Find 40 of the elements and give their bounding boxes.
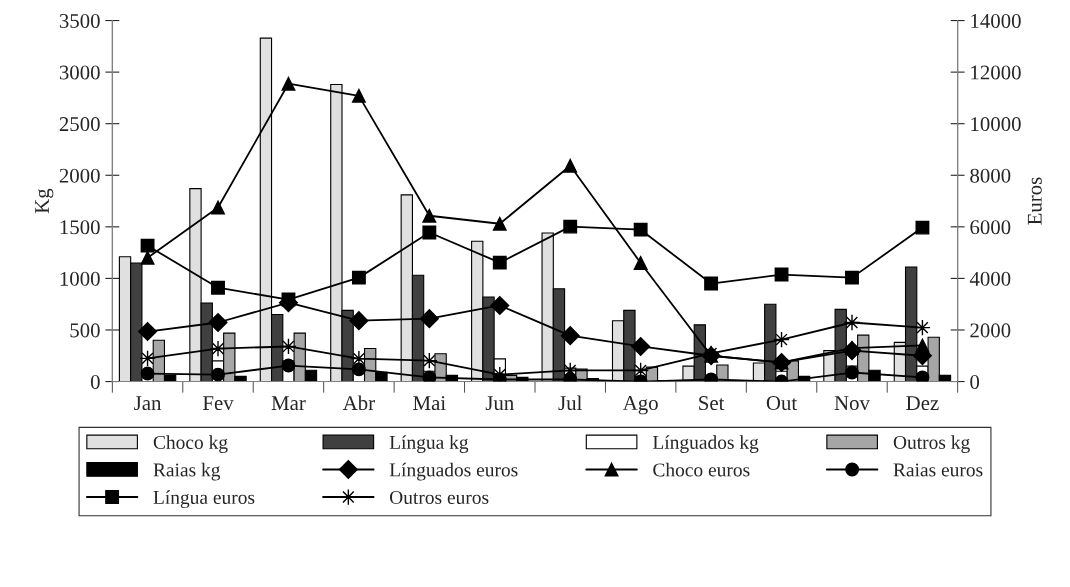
y2-tick-label: 0 [970, 374, 980, 389]
legend-label: Raias kg [153, 462, 221, 481]
x-tick-label: Mar [271, 396, 306, 411]
y2-tick-label: 10000 [971, 117, 1021, 132]
y2-tick-label: 8000 [970, 168, 1011, 183]
y2-tick-label: 12000 [971, 65, 1021, 80]
y-tick-label: 2000 [59, 168, 100, 183]
x-tick-label: Jan [134, 396, 162, 411]
y-tick-label: 3500 [59, 13, 100, 28]
y-tick-label: 0 [90, 374, 100, 389]
legend-label: Choco kg [153, 435, 228, 453]
y-axis-title: Kg [35, 188, 54, 214]
x-tick-label: Ago [622, 396, 658, 415]
x-tick-label: Abr [342, 395, 375, 411]
y-tick-label: 3000 [59, 65, 100, 80]
y-tick-label: 2500 [59, 117, 100, 132]
y2-axis-title: Euros [1027, 177, 1042, 225]
legend-label: Língua euros [153, 490, 255, 509]
y-tick-label: 1000 [60, 271, 100, 286]
y2-tick-label: 14000 [971, 13, 1021, 28]
legend-label: Línguados euros [389, 462, 518, 481]
x-tick-label: Dez [906, 396, 939, 411]
legend-label: Língua kg [389, 435, 469, 453]
x-tick-label: Nov [834, 396, 870, 411]
y-tick-label: 1500 [60, 220, 100, 235]
x-tick-label: Fev [202, 396, 234, 411]
x-tick-label: Jul [558, 395, 582, 411]
x-tick-label: Out [766, 396, 798, 411]
y2-tick-label: 4000 [969, 271, 1011, 286]
x-tick-label: Mai [413, 396, 446, 411]
legend-label: Outros euros [389, 490, 489, 505]
x-tick-label: Jun [485, 396, 514, 411]
x-tick-label: Set [699, 396, 725, 411]
legend-label: Choco euros [653, 462, 750, 477]
y-tick-label: 500 [70, 323, 100, 338]
legend-label: Outros kg [893, 435, 970, 453]
y2-tick-label: 6000 [970, 220, 1011, 235]
legend-label: Línguados kg [652, 435, 759, 453]
legend-label: Raias euros [893, 463, 983, 477]
y2-tick-label: 2000 [970, 323, 1011, 338]
